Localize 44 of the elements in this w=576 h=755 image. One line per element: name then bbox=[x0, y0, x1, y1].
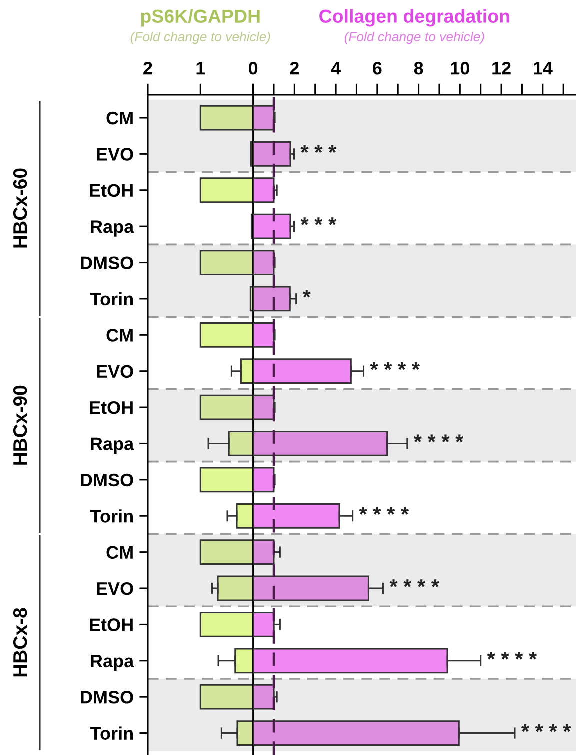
x-tick-label: 2 bbox=[290, 62, 299, 75]
x-tick-label: 14 bbox=[534, 62, 553, 75]
x-tick-label: 1 bbox=[196, 62, 206, 75]
y-tick-label: Rapa bbox=[91, 220, 134, 237]
text: HBCx-60 bbox=[13, 168, 28, 248]
chart-subtitle: (Fold change to vehicle) bbox=[344, 32, 484, 44]
y-tick-label: CM bbox=[106, 112, 133, 125]
data-label: * * * * bbox=[359, 507, 410, 515]
y-tick-label: Torin bbox=[90, 510, 133, 523]
text: HBCx-90 bbox=[13, 386, 28, 465]
chart-subtitle: (Fold change to vehicle) bbox=[130, 32, 270, 44]
y-tick-label: CM bbox=[106, 329, 133, 342]
x-tick-label: 12 bbox=[492, 62, 511, 75]
y-tick-label: Rapa bbox=[91, 655, 134, 672]
y-tick-label: Rapa bbox=[91, 438, 134, 454]
data-label: * * * * bbox=[370, 362, 420, 370]
x-tick-label: 6 bbox=[373, 62, 382, 75]
y-tick-label: EVO bbox=[97, 582, 134, 596]
y-tick-label: DMSO bbox=[81, 474, 134, 487]
chart-title: pS6K/GAPDH bbox=[141, 9, 260, 27]
x-tick-label: 0 bbox=[248, 62, 258, 75]
y-tick-label: DMSO bbox=[81, 256, 134, 270]
x-tick-label: 10 bbox=[451, 62, 470, 75]
data-label: * * * bbox=[300, 218, 337, 226]
y-tick-label: Torin bbox=[90, 726, 133, 740]
data-label: * * * * bbox=[390, 580, 440, 588]
data-label: * * * bbox=[300, 145, 337, 153]
chart-title: Collagen degradation bbox=[320, 9, 510, 27]
data-label: * * * * bbox=[414, 434, 464, 443]
y-tick-label: CM bbox=[106, 546, 133, 560]
data-label: * * * * bbox=[487, 652, 538, 660]
x-tick-label: 2 bbox=[144, 62, 152, 75]
text: HBCx-8 bbox=[13, 608, 28, 677]
data-label: * * * * bbox=[521, 724, 572, 732]
x-tick-label: 4 bbox=[331, 62, 341, 75]
y-tick-label: EtOH bbox=[90, 184, 133, 198]
y-tick-label: EVO bbox=[97, 365, 134, 378]
data-label: * bbox=[302, 290, 311, 298]
y-tick-label: EtOH bbox=[90, 618, 133, 632]
y-tick-label: DMSO bbox=[81, 691, 134, 704]
y-tick-label: Torin bbox=[90, 292, 133, 306]
x-tick-label: 8 bbox=[414, 62, 424, 75]
y-tick-label: EtOH bbox=[90, 401, 133, 414]
y-tick-label: EVO bbox=[97, 148, 134, 161]
